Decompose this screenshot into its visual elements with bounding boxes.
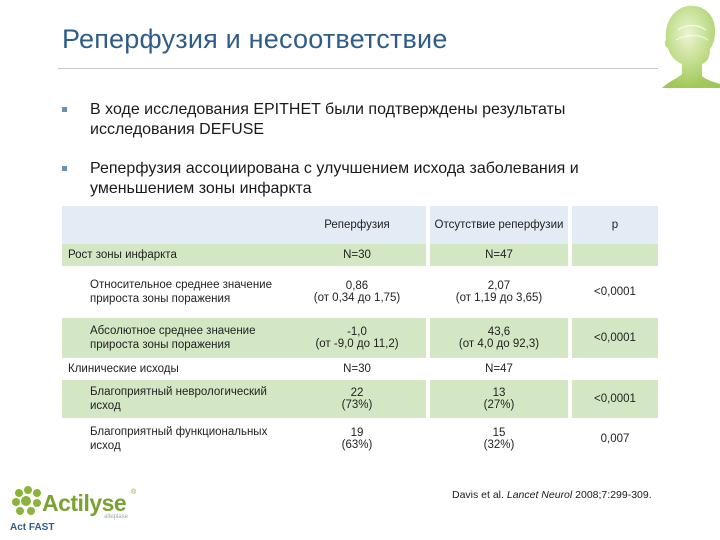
bullet-list: В ходе исследования EPITHET были подтвер… [60, 100, 660, 218]
table-row: Благоприятный неврологический исход 22 (… [62, 380, 658, 418]
section-n-reperfusion: N=30 [288, 244, 426, 266]
cell-no-reperfusion: 2,07 (от 1,19 до 3,65) [430, 266, 568, 318]
cell-reperfusion: 19 (63%) [288, 418, 426, 460]
brand-tagline: Act FAST [10, 522, 55, 533]
cell-ci: (73%) [341, 399, 373, 411]
header-p: p [572, 206, 658, 244]
cell-ci: (от -9,0 до 11,2) [315, 338, 399, 350]
header-reperfusion: Реперфузия [288, 206, 426, 244]
header-no-reperfusion: Отсутствие реперфузии [430, 206, 568, 244]
cell-value: 13 [492, 387, 506, 399]
cell-no-reperfusion: 43,6 (от 4,0 до 92,3) [430, 318, 568, 358]
cell-value: -1,0 [347, 326, 367, 338]
column-gap [568, 206, 572, 244]
cell-ci: (27%) [483, 399, 515, 411]
cell-ci: (32%) [483, 439, 515, 451]
column-gap [426, 358, 430, 380]
cell-value: 43,6 [487, 326, 511, 338]
citation-journal: Lancet Neurol [506, 489, 573, 501]
row-label: Благоприятный функциональных исход [62, 418, 288, 460]
section-p-empty [572, 358, 658, 380]
title-divider [58, 68, 658, 69]
bullet-text: В ходе исследования EPITHET были подтвер… [90, 101, 566, 138]
section-label: Клинические исходы [62, 358, 288, 380]
bullet-marker [62, 107, 67, 112]
cell-value: 0,86 [345, 280, 369, 292]
actilyse-logo-icon [12, 486, 41, 515]
row-label: Благоприятный неврологический исход [62, 380, 288, 418]
table-row: Абсолютное среднее значение прироста зон… [62, 318, 658, 358]
cell-p: <0,0001 [572, 318, 658, 358]
section-row-clinical-outcomes: Клинические исходы N=30 N=47 [62, 358, 658, 380]
cell-ci: (от 4,0 до 92,3) [458, 338, 540, 350]
cell-value: 22 [350, 387, 364, 399]
row-label: Относительное среднее значение прироста … [62, 266, 288, 318]
column-gap [426, 206, 430, 244]
slide-title: Реперфузия и несоответствие [62, 24, 448, 54]
cell-reperfusion: 0,86 (от 0,34 до 1,75) [288, 266, 426, 318]
column-gap [426, 380, 430, 418]
section-row-infarct-growth: Рост зоны инфаркта N=30 N=47 [62, 244, 658, 266]
table-row: Относительное среднее значение прироста … [62, 266, 658, 318]
table-header-row: Реперфузия Отсутствие реперфузии p [62, 206, 658, 244]
column-gap [568, 418, 572, 460]
header-empty-cell [62, 206, 288, 244]
row-label: Абсолютное среднее значение прироста зон… [62, 318, 288, 358]
cell-reperfusion: 22 (73%) [288, 380, 426, 418]
column-gap [568, 244, 572, 266]
cell-value: 15 [492, 427, 506, 439]
column-gap [426, 318, 430, 358]
cell-no-reperfusion: 13 (27%) [430, 380, 568, 418]
table-row: Благоприятный функциональных исход 19 (6… [62, 418, 658, 460]
cell-ci: (от 1,19 до 3,65) [455, 292, 543, 304]
bullet-item: Реперфузия ассоциирована с улучшением ис… [60, 159, 660, 199]
brand-subtext: alteplase [104, 514, 129, 520]
head-silhouette-icon [662, 5, 720, 88]
column-gap [426, 418, 430, 460]
results-table: Реперфузия Отсутствие реперфузии p Рост … [62, 206, 658, 460]
section-n-no-reperfusion: N=47 [430, 244, 568, 266]
bullet-item: В ходе исследования EPITHET были подтвер… [60, 100, 660, 140]
section-p-empty [572, 244, 658, 266]
cell-p: 0,007 [572, 418, 658, 460]
column-gap [426, 266, 430, 318]
brand-registered-mark: ® [131, 489, 137, 496]
cell-ci: (63%) [341, 439, 373, 451]
section-label: Рост зоны инфаркта [62, 244, 288, 266]
bullet-marker [62, 166, 67, 171]
citation-authors: Davis et al. [452, 489, 504, 501]
column-gap [568, 380, 572, 418]
column-gap [426, 244, 430, 266]
cell-p: <0,0001 [572, 266, 658, 318]
citation: Davis et al. Lancet Neurol 2008;7:299-30… [452, 489, 652, 501]
column-gap [568, 358, 572, 380]
cell-reperfusion: -1,0 (от -9,0 до 11,2) [288, 318, 426, 358]
section-n-no-reperfusion: N=47 [430, 358, 568, 380]
column-gap [568, 266, 572, 318]
cell-value: 2,07 [487, 280, 511, 292]
cell-value: 19 [350, 427, 364, 439]
citation-details: 2008;7:299-309. [575, 489, 652, 501]
cell-p: <0,0001 [572, 380, 658, 418]
cell-ci: (от 0,34 до 1,75) [313, 292, 401, 304]
brand-name: Actilyse [42, 490, 127, 516]
section-n-reperfusion: N=30 [288, 358, 426, 380]
column-gap [568, 318, 572, 358]
bullet-text: Реперфузия ассоциирована с улучшением ис… [90, 160, 579, 197]
cell-no-reperfusion: 15 (32%) [430, 418, 568, 460]
